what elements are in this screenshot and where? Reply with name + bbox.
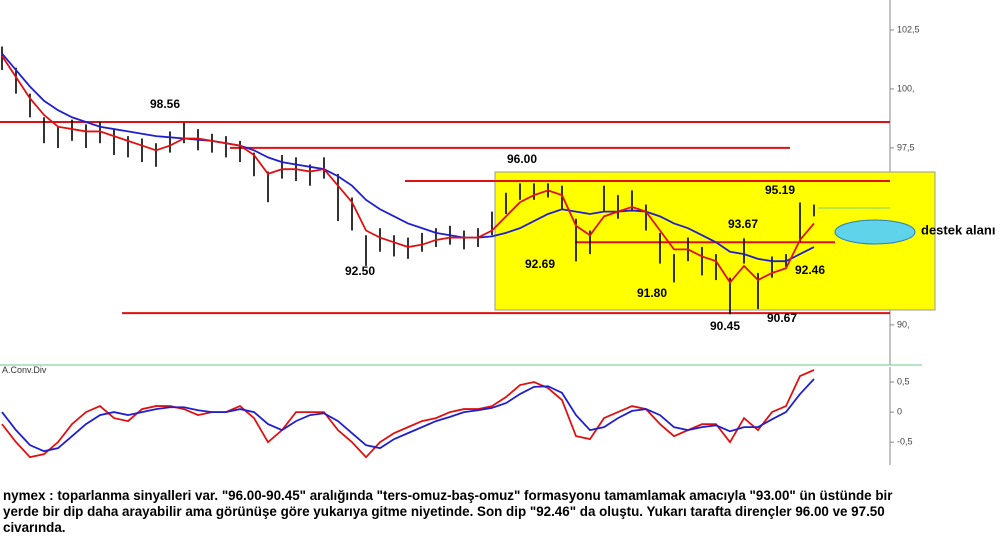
y-tick-label: 97,5 [897, 142, 915, 152]
note: nymex : toparlanma sinyalleri var. "96.0… [3, 488, 893, 535]
price-annotation: 98.56 [150, 97, 180, 111]
price-annotation: 90.67 [767, 311, 797, 325]
series-line [1, 52, 815, 263]
price-annotation: 92.46 [795, 263, 825, 277]
price-annotation: 93.67 [728, 217, 758, 231]
y-tick-label: -0,5 [897, 437, 913, 447]
price-annotation: 92.50 [345, 264, 375, 278]
price-annotation: 91.80 [637, 286, 667, 300]
y-tick-label: 102,5 [897, 24, 920, 34]
y-tick-label: 0 [897, 406, 902, 416]
y-tick-label: 90, [897, 319, 910, 329]
chart: A.Conv.Div 102,5100,97,595,92,590,98.569… [0, 0, 995, 465]
zone-label: destek alanı [921, 222, 995, 237]
y-tick-label: 100, [897, 83, 915, 93]
price-annotation: 95.19 [765, 183, 795, 197]
series-line [1, 55, 815, 284]
price-annotation: 92.69 [525, 257, 555, 271]
support-ellipse [834, 219, 916, 245]
price-annotation: 96.00 [507, 152, 537, 166]
price-annotation: 90.45 [710, 319, 740, 333]
macd-title: A.Conv.Div [2, 365, 47, 375]
series-line [1, 378, 815, 453]
y-tick-label: 0,5 [897, 376, 910, 386]
